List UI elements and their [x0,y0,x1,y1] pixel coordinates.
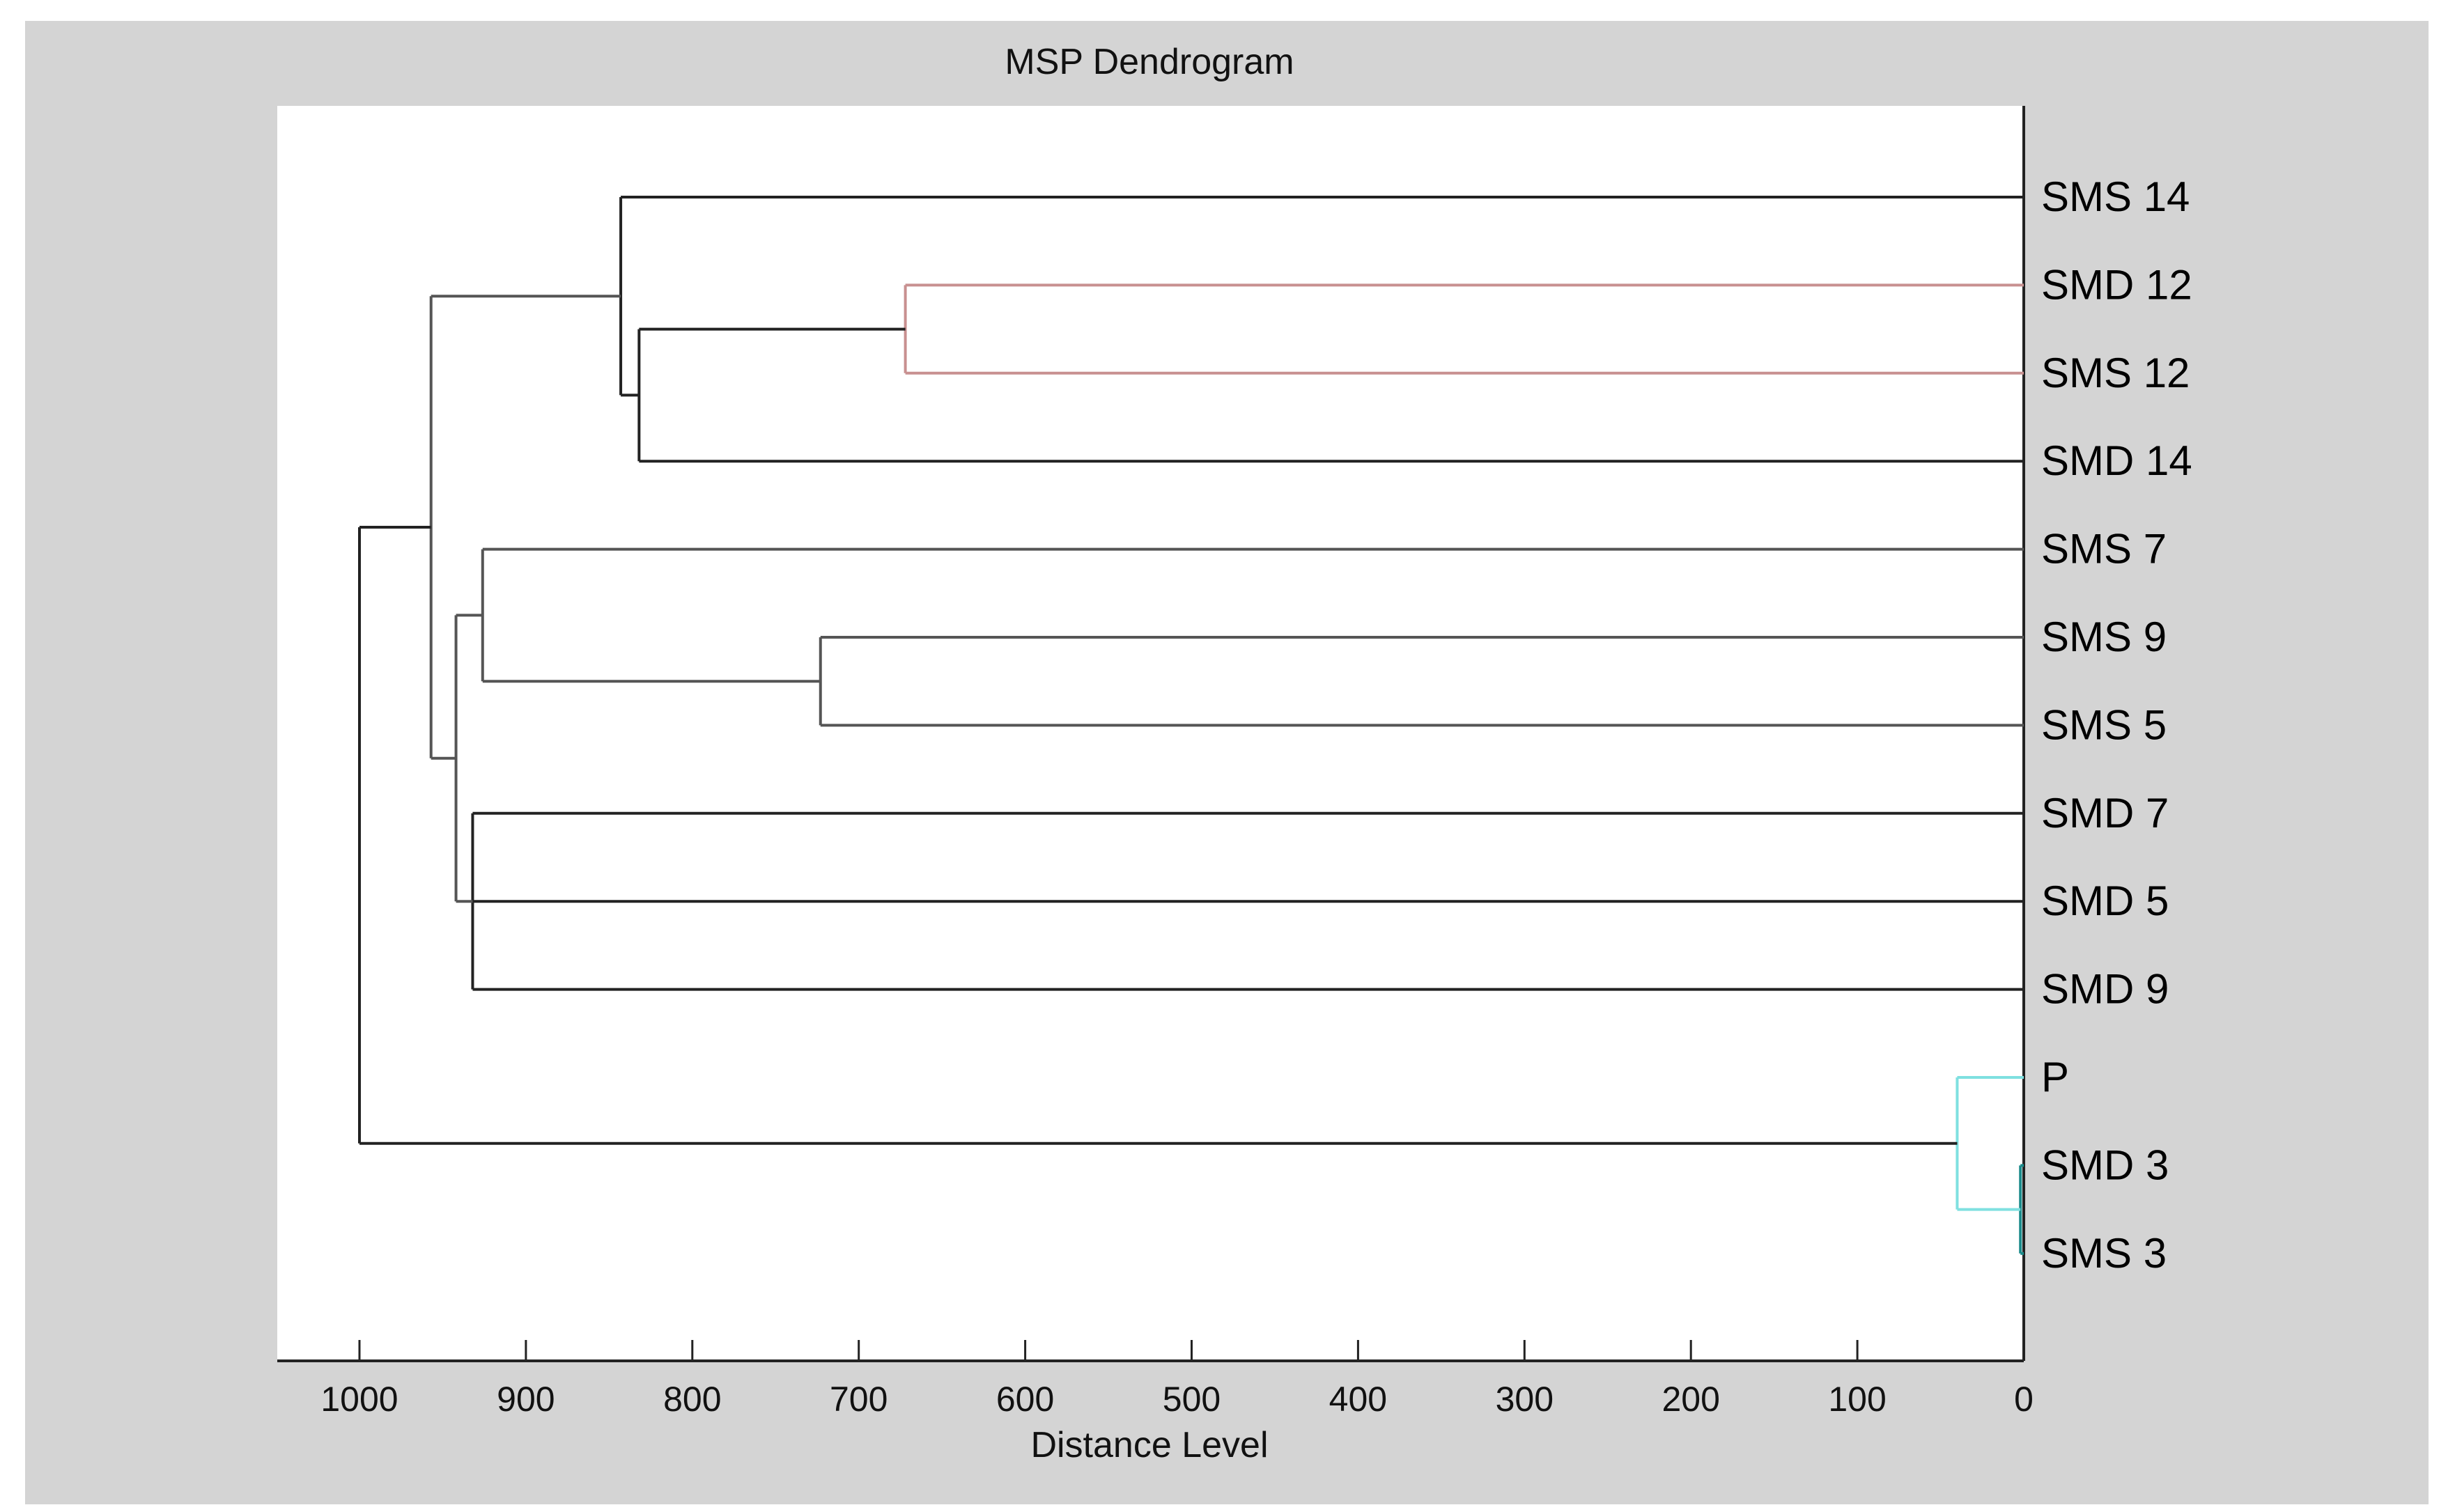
leaf-label: P [2041,1054,2069,1100]
x-tick-label: 400 [1329,1380,1387,1419]
leaf-label: SMS 12 [2041,350,2190,396]
x-tick-label: 1000 [320,1380,398,1419]
leaf-label-group: SMS 14 SMD 12 SMS 12 SMD 14 SMS 7 SMS 9 SMS 5 S… [2041,173,2192,1277]
branch-group [358,196,2024,1255]
leaf-label: SMD 3 [2041,1141,2169,1188]
x-tick-label: 100 [1828,1380,1886,1419]
x-tick-label: 600 [996,1380,1054,1419]
chart-title: MSP Dendrogram [1005,42,1294,82]
leaf-label: SMS 14 [2041,173,2190,220]
leaf-label: SMD 7 [2041,790,2169,836]
x-tick-label: 200 [1662,1380,1719,1419]
x-axis-title: Distance Level [1030,1425,1268,1465]
dendrogram-branch [358,526,1958,1145]
leaf-label: SMD 9 [2041,966,2169,1013]
x-tick-label: 800 [663,1380,721,1419]
leaf-label: SMS 3 [2041,1230,2167,1277]
leaf-label: SMS 9 [2041,614,2167,660]
x-axis: 1000 900 800 700 600 500 400 300 200 100 0 [277,106,2034,1419]
leaf-label: SMD 12 [2041,261,2192,308]
leaf-label: SMD 14 [2041,437,2192,484]
leaf-label: SMS 5 [2041,701,2167,748]
plot-area [277,106,2024,1361]
dendrogram-branch [471,811,2024,991]
x-tick-label: 900 [497,1380,555,1419]
x-tick-label: 700 [830,1380,888,1419]
x-tick-label: 0 [2014,1380,2034,1419]
x-tick-label: 300 [1496,1380,1554,1419]
leaf-label: SMD 5 [2041,878,2169,924]
leaf-label: SMS 7 [2041,526,2167,572]
x-tick-label: 500 [1163,1380,1221,1419]
